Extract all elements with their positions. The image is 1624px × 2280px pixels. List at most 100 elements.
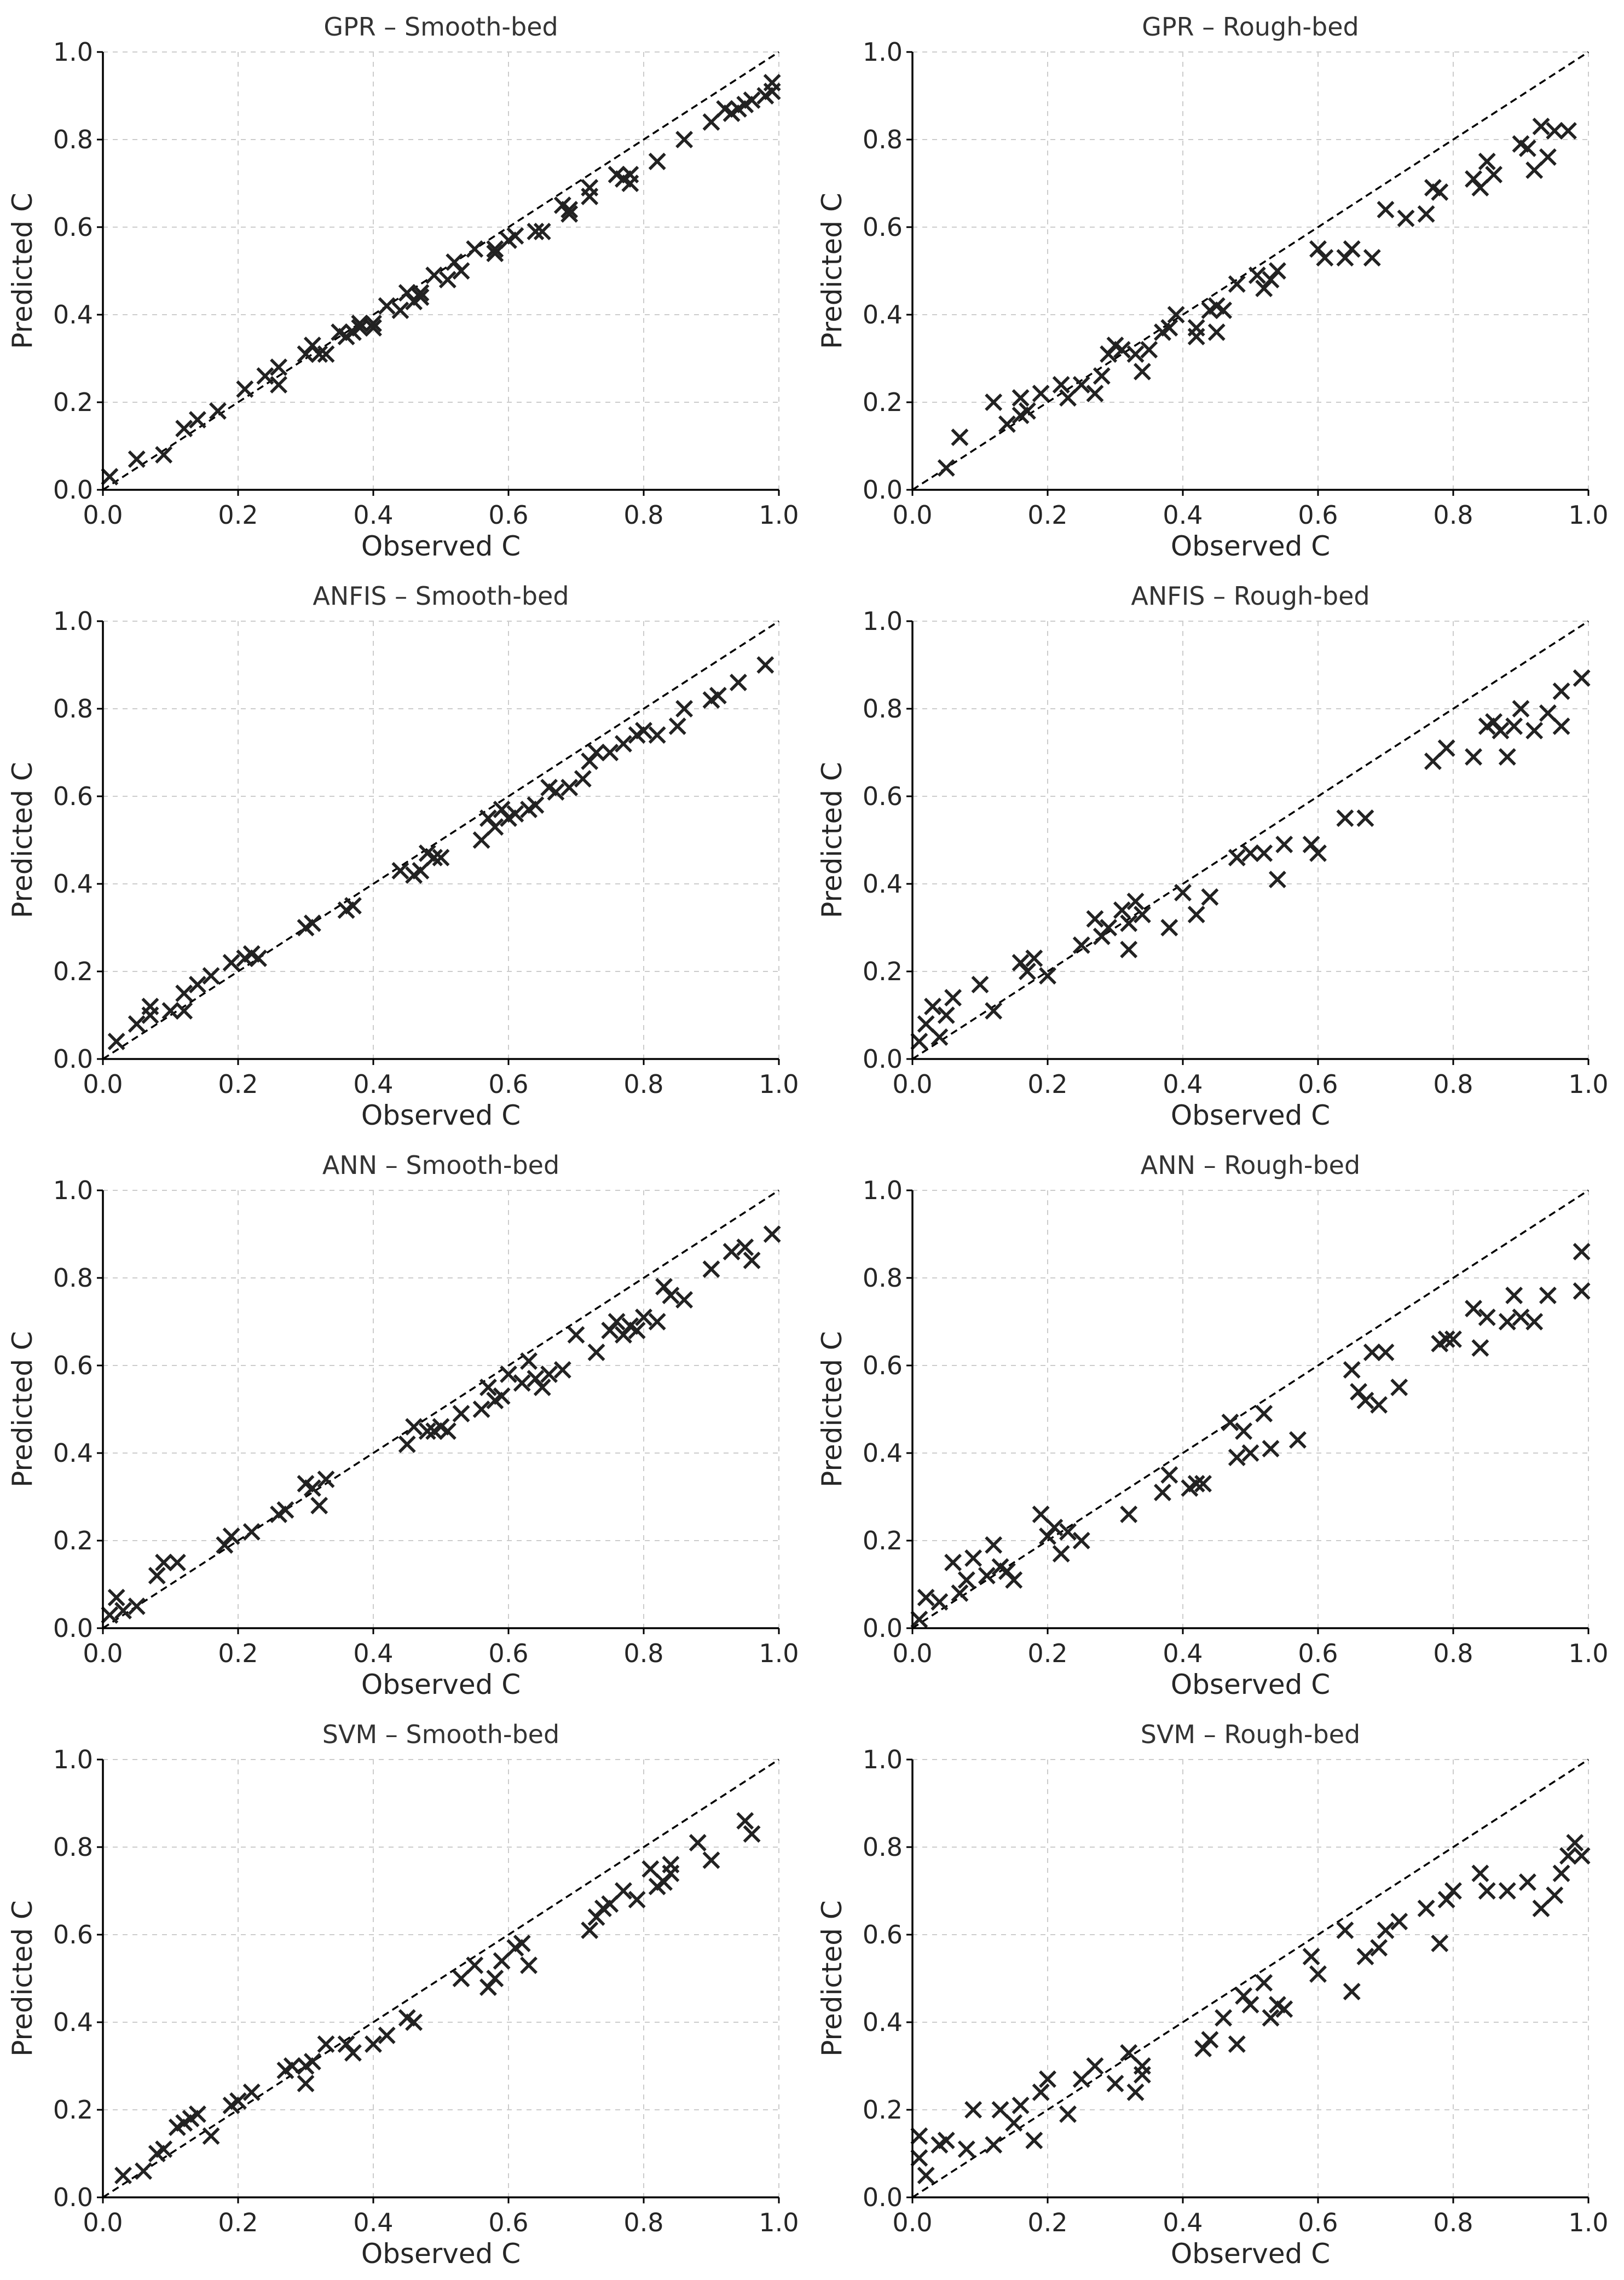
data-point — [1160, 1466, 1178, 1484]
data-point — [702, 113, 720, 131]
marker-stroke — [763, 1225, 781, 1243]
marker-stroke — [689, 1834, 707, 1851]
marker-stroke — [506, 805, 524, 823]
marker-stroke — [1539, 1287, 1557, 1304]
marker-stroke — [581, 179, 599, 196]
data-point — [1235, 1422, 1253, 1440]
data-point — [581, 1922, 599, 1939]
marker-stroke — [486, 245, 504, 262]
marker-stroke — [493, 1952, 511, 1970]
marker-stroke — [1113, 341, 1131, 358]
data-point — [1113, 341, 1131, 358]
x-tick-label: 0.0 — [892, 2208, 932, 2237]
data-point — [1059, 1523, 1077, 1541]
marker-stroke — [1532, 118, 1550, 135]
data-point — [1032, 2084, 1050, 2101]
data-point — [1559, 122, 1577, 140]
marker-stroke — [1248, 267, 1266, 284]
data-point — [365, 315, 382, 332]
data-point — [729, 674, 747, 691]
data-point — [1478, 1309, 1496, 1326]
data-point — [1356, 1948, 1374, 1965]
marker-stroke — [405, 2013, 423, 2031]
x-tick-label: 0.0 — [83, 500, 123, 530]
y-tick-label: 0.2 — [863, 2095, 903, 2125]
data-point — [910, 1611, 928, 1628]
data-point — [648, 726, 666, 744]
data-point — [1241, 844, 1259, 862]
data-point — [1525, 161, 1544, 179]
data-point — [615, 735, 632, 753]
marker-stroke — [1552, 682, 1570, 700]
data-point — [310, 345, 328, 363]
x-axis-label: Observed C — [1171, 530, 1330, 562]
data-point — [351, 315, 369, 332]
data-point — [1228, 1449, 1246, 1466]
data-point — [985, 1002, 1003, 1020]
data-point — [486, 245, 504, 262]
marker-stroke — [1431, 1935, 1449, 1952]
marker-stroke — [1160, 1466, 1178, 1484]
data-point — [1187, 1475, 1205, 1492]
data-point — [937, 2132, 955, 2149]
marker-stroke — [344, 897, 362, 915]
marker-stroke — [635, 1309, 652, 1326]
data-point — [303, 915, 321, 932]
marker-stroke — [1126, 2084, 1145, 2101]
marker-stroke — [1012, 2097, 1030, 2114]
data-point — [1086, 2057, 1104, 2075]
marker-stroke — [1275, 2000, 1293, 2018]
marker-stroke — [1228, 275, 1246, 293]
data-point — [472, 1401, 490, 1418]
data-point — [998, 415, 1016, 433]
marker-stroke — [944, 989, 962, 1006]
marker-stroke — [628, 1322, 646, 1339]
marker-stroke — [1120, 2044, 1138, 2062]
data-point — [107, 1589, 125, 1606]
y-tick-label: 0.6 — [863, 212, 903, 242]
y-tick-label: 1.0 — [863, 1745, 903, 1774]
marker-stroke — [587, 744, 605, 761]
data-point — [560, 205, 579, 223]
marker-stroke — [1471, 1865, 1489, 1882]
data-point — [702, 1851, 720, 1869]
marker-stroke — [1106, 337, 1124, 354]
panel-title: SVM – Rough-bed — [1141, 1720, 1360, 1749]
marker-stroke — [1187, 1475, 1205, 1492]
data-point — [1518, 140, 1536, 157]
marker-stroke — [560, 779, 579, 796]
data-point — [1505, 1287, 1523, 1304]
x-axis-label: Observed C — [1171, 1100, 1330, 1131]
data-point — [1228, 2035, 1246, 2053]
marker-stroke — [1336, 1922, 1354, 1939]
marker-stroke — [1471, 179, 1489, 196]
marker-stroke — [985, 1536, 1003, 1554]
marker-stroke — [1187, 906, 1205, 923]
data-point — [175, 1002, 193, 1020]
marker-stroke — [1559, 122, 1577, 140]
data-point — [486, 240, 504, 258]
x-axis-label: Observed C — [361, 530, 521, 562]
x-tick-label: 1.0 — [759, 1069, 799, 1099]
marker-stroke — [391, 302, 409, 319]
reference-line-y-equals-x — [912, 51, 1589, 491]
marker-stroke — [662, 1865, 680, 1882]
data-point — [1241, 1444, 1259, 1462]
data-point — [513, 1935, 531, 1952]
data-point — [1465, 748, 1482, 766]
marker-stroke — [587, 1344, 605, 1361]
data-point — [648, 1313, 666, 1330]
x-tick-label: 0.2 — [218, 500, 258, 530]
data-point — [641, 1860, 660, 1878]
data-point — [1316, 249, 1334, 267]
data-point — [114, 2167, 132, 2184]
data-point — [1485, 166, 1503, 183]
marker-stroke — [101, 1606, 119, 1624]
data-point — [1431, 1935, 1449, 1952]
data-point — [1262, 1440, 1280, 1457]
panel-title: ANN – Rough-bed — [1141, 1150, 1360, 1180]
y-axis-label: Predicted C — [816, 193, 848, 349]
x-tick-label: 1.0 — [759, 2208, 799, 2237]
x-tick-label: 0.4 — [353, 1639, 393, 1668]
marker-stroke — [229, 2092, 247, 2110]
